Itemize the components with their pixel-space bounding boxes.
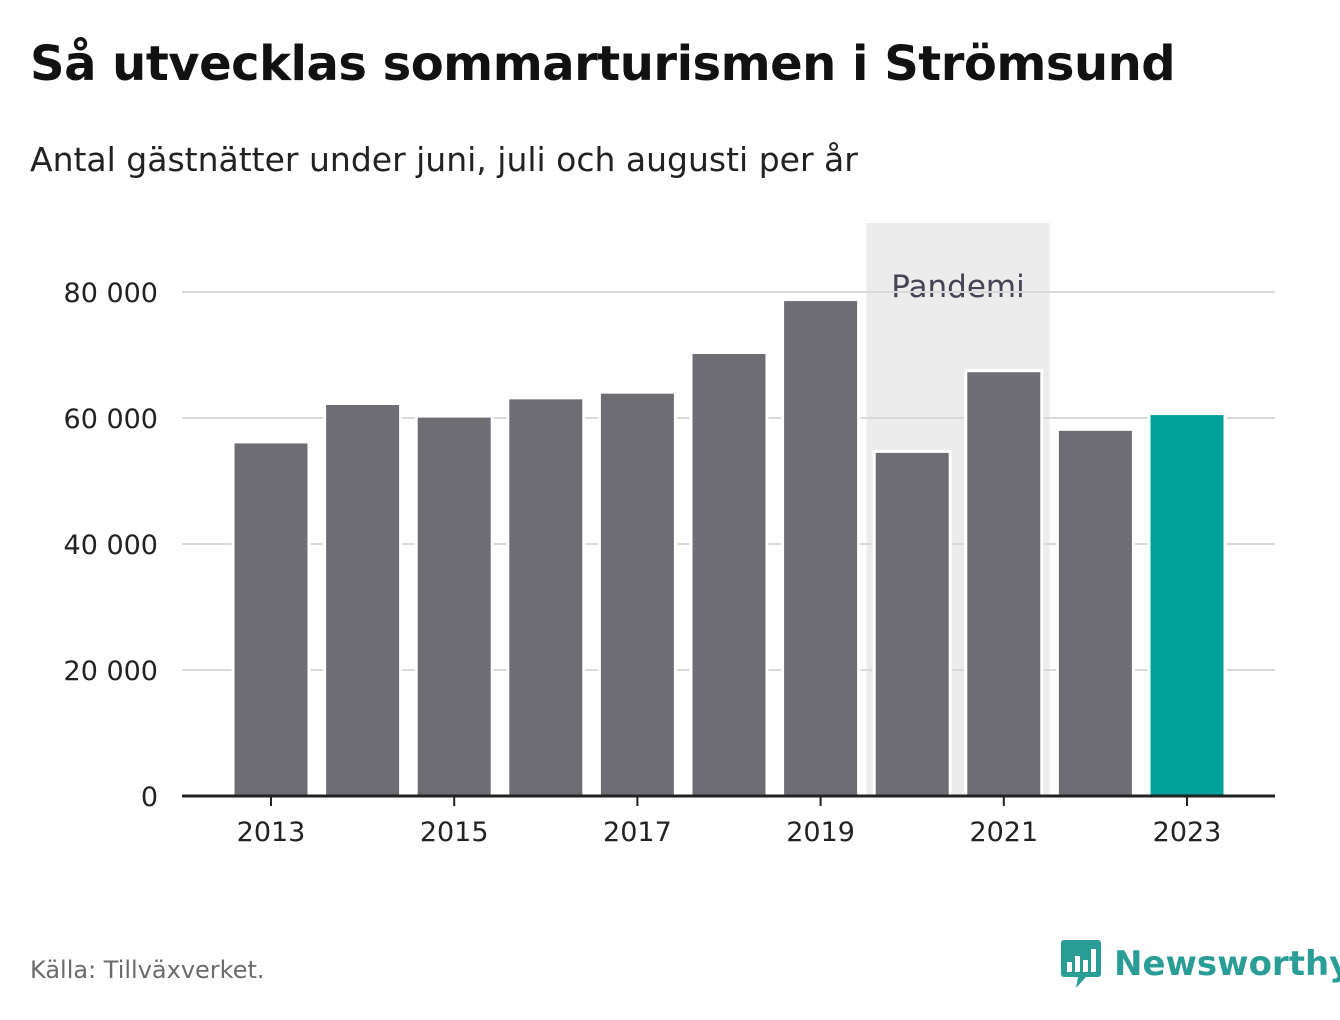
bar-2021 bbox=[964, 369, 1044, 798]
bar-2018 bbox=[689, 350, 769, 798]
bar-2019 bbox=[781, 298, 861, 798]
y-tick-label: 80 000 bbox=[64, 278, 158, 309]
bar-chart: Pandemi 0 20 000 40 000 60 000 80 000 2013 2015… bbox=[64, 223, 1275, 848]
brand-name: Newsworthy bbox=[1114, 944, 1340, 984]
x-tick-label: 2015 bbox=[420, 817, 489, 848]
chart-subtitle: Antal gästnätter under juni, juli och au… bbox=[30, 140, 858, 179]
y-tick-label: 0 bbox=[141, 782, 158, 813]
newsworthy-logo-icon bbox=[1061, 940, 1101, 988]
bar-2022 bbox=[1055, 427, 1135, 798]
bar-2015 bbox=[414, 414, 494, 798]
y-tick-label: 20 000 bbox=[64, 656, 158, 687]
x-tick-label: 2013 bbox=[237, 817, 306, 848]
source-note: Källa: Tillväxverket. bbox=[30, 956, 265, 984]
bar-2013 bbox=[231, 440, 311, 798]
pandemic-label: Pandemi bbox=[891, 269, 1025, 305]
y-tick-label: 60 000 bbox=[64, 404, 158, 435]
bar-2017 bbox=[597, 390, 677, 798]
bar-2023 bbox=[1147, 412, 1227, 798]
bar-2016 bbox=[506, 396, 586, 798]
x-tick-label: 2023 bbox=[1153, 817, 1222, 848]
brand: Newsworthy bbox=[1060, 938, 1340, 990]
x-tick-label: 2019 bbox=[786, 817, 855, 848]
x-tick-label: 2017 bbox=[603, 817, 672, 848]
y-tick-label: 40 000 bbox=[64, 530, 158, 561]
bar-2020 bbox=[872, 449, 952, 798]
bar-2014 bbox=[323, 402, 403, 798]
x-tick-label: 2021 bbox=[969, 817, 1038, 848]
chart-title: Så utvecklas sommarturismen i Strömsund bbox=[30, 36, 1176, 92]
